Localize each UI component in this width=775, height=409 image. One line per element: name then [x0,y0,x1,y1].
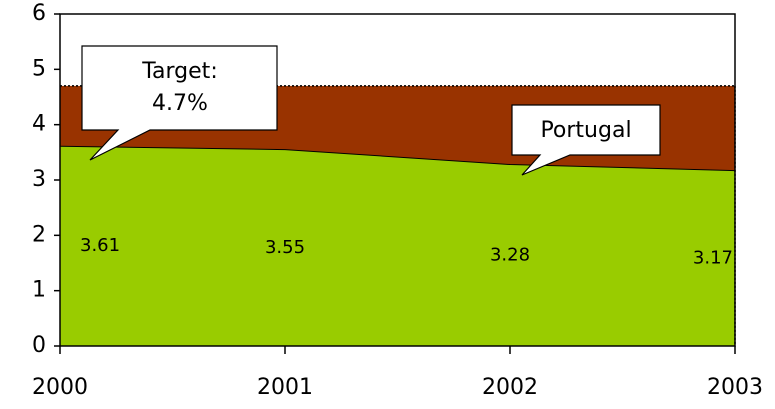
y-tick-label: 2 [32,222,46,247]
y-tick-label: 1 [32,278,46,303]
y-tick-label: 4 [32,112,46,137]
callout-text: 4.7% [152,91,208,116]
callout-box [511,104,661,176]
y-tick-label: 3 [32,167,46,192]
y-tick-label: 5 [32,56,46,81]
x-tick-label: 2001 [257,375,313,400]
data-label: 3.61 [80,235,120,256]
data-label: 3.28 [490,244,530,265]
y-tick-label: 6 [32,1,46,26]
callout-text: Target: [141,59,217,84]
area [60,146,735,346]
x-tick-label: 2003 [707,375,763,400]
data-label: 3.55 [265,237,305,258]
area-line [59,145,736,172]
callout-box [81,45,278,161]
x-tick-label: 2002 [482,375,538,400]
legend-label: Portugal [540,118,631,143]
data-label: 3.17 [693,247,733,268]
y-tick-label: 0 [32,333,46,358]
x-tick-label: 2000 [32,375,88,400]
